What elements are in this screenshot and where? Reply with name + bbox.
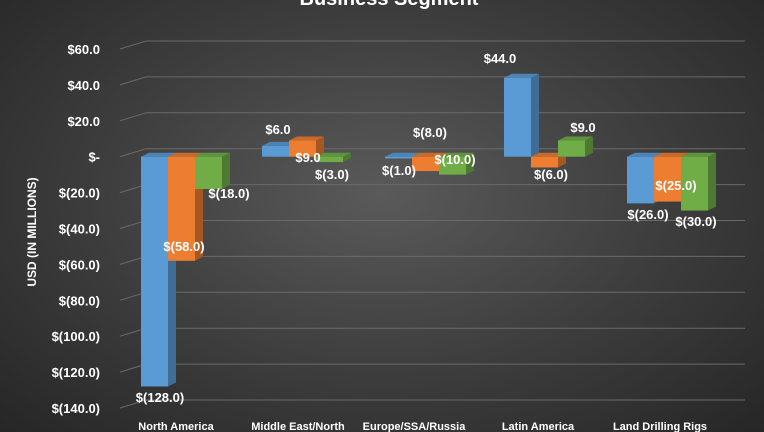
bar-top (558, 136, 593, 141)
x-tick-label: Land Drilling Rigs (613, 421, 707, 432)
y-tick-label: $20.0 (67, 114, 100, 129)
data-labels: $(128.0) $6.0 $(1.0) $44.0 $(26.0) $(58.0) $9.… (136, 51, 717, 405)
data-label: $(30.0) (675, 214, 716, 229)
y-axis-label: USD (IN MILLIONS) (25, 177, 39, 286)
bar-top (412, 152, 447, 157)
data-label: $(8.0) (413, 125, 447, 140)
chart-title: Business Segment (300, 0, 479, 10)
gridline-depth (119, 399, 147, 409)
bar (385, 156, 412, 159)
data-label: $(18.0) (208, 186, 249, 201)
x-tick-label: North America (138, 421, 214, 432)
bar-top (681, 152, 716, 157)
y-tick-label: $(80.0) (59, 293, 100, 308)
bar-top (654, 152, 689, 157)
y-tick-label: $60.0 (67, 42, 100, 57)
data-label: $(1.0) (382, 163, 416, 178)
gridline-depth (119, 76, 147, 86)
bar-side (343, 152, 351, 163)
bar-top (439, 152, 474, 157)
data-label: $(3.0) (315, 167, 349, 182)
y-tick-label: $(100.0) (52, 329, 100, 344)
data-label: $(26.0) (627, 207, 668, 222)
y-tick-label: $(120.0) (52, 365, 100, 380)
x-tick-label: Latin America (502, 421, 575, 432)
bar (262, 145, 289, 157)
data-label: $(25.0) (655, 178, 696, 193)
bar-side (708, 152, 716, 211)
bar (627, 156, 654, 204)
bar-top (289, 136, 324, 141)
bar-top (627, 152, 662, 157)
bar-side (531, 73, 539, 157)
bar (531, 156, 558, 168)
y-tick-label: $(60.0) (59, 257, 100, 272)
bar (168, 156, 195, 261)
bar (681, 156, 708, 211)
data-label: $9.0 (570, 120, 595, 135)
bar-side (316, 136, 324, 157)
bar-top (195, 152, 230, 157)
bar-side (585, 136, 593, 157)
y-axis: $60.0 $40.0 $20.0 $- $(20.0) $(40.0) $(60.0) $(… (52, 42, 100, 416)
bar-top (385, 152, 420, 157)
bar-top (262, 141, 297, 146)
bar-top (141, 152, 176, 157)
bars (141, 73, 716, 387)
bar (195, 156, 222, 190)
data-label: $6.0 (265, 122, 290, 137)
bar (289, 140, 316, 157)
bar-top (504, 73, 539, 78)
y-tick-label: $40.0 (67, 78, 100, 93)
y-tick-label: $(20.0) (59, 186, 100, 201)
y-tick-label: $- (88, 150, 100, 165)
bar (439, 156, 466, 175)
gridline-depth (119, 148, 147, 158)
data-label: $(10.0) (434, 152, 475, 167)
bar (412, 156, 439, 172)
y-tick-label: $(40.0) (59, 222, 100, 237)
bar-side (466, 152, 474, 175)
bar-top (531, 152, 566, 157)
data-label: $(128.0) (136, 390, 184, 405)
gridline-depth (119, 40, 147, 50)
x-tick-label: Middle East/North (251, 421, 345, 432)
y-tick-label: $(140.0) (52, 401, 100, 416)
data-label: $(58.0) (163, 239, 204, 254)
bar (558, 140, 585, 157)
data-label: $44.0 (484, 51, 517, 66)
bar-top (316, 152, 351, 157)
x-tick-label: Europe/SSA/Russia (363, 421, 467, 432)
data-label: $9.0 (295, 150, 320, 165)
x-axis: North America Middle East/North Europe/SSA… (138, 421, 707, 432)
bar (141, 156, 168, 387)
bar (504, 77, 531, 157)
bar (654, 156, 681, 202)
bar (316, 156, 343, 163)
gridlines (119, 40, 745, 409)
data-label: $(6.0) (534, 167, 568, 182)
bar-side (222, 152, 230, 190)
gridline-depth (119, 112, 147, 122)
bar-top (168, 152, 203, 157)
